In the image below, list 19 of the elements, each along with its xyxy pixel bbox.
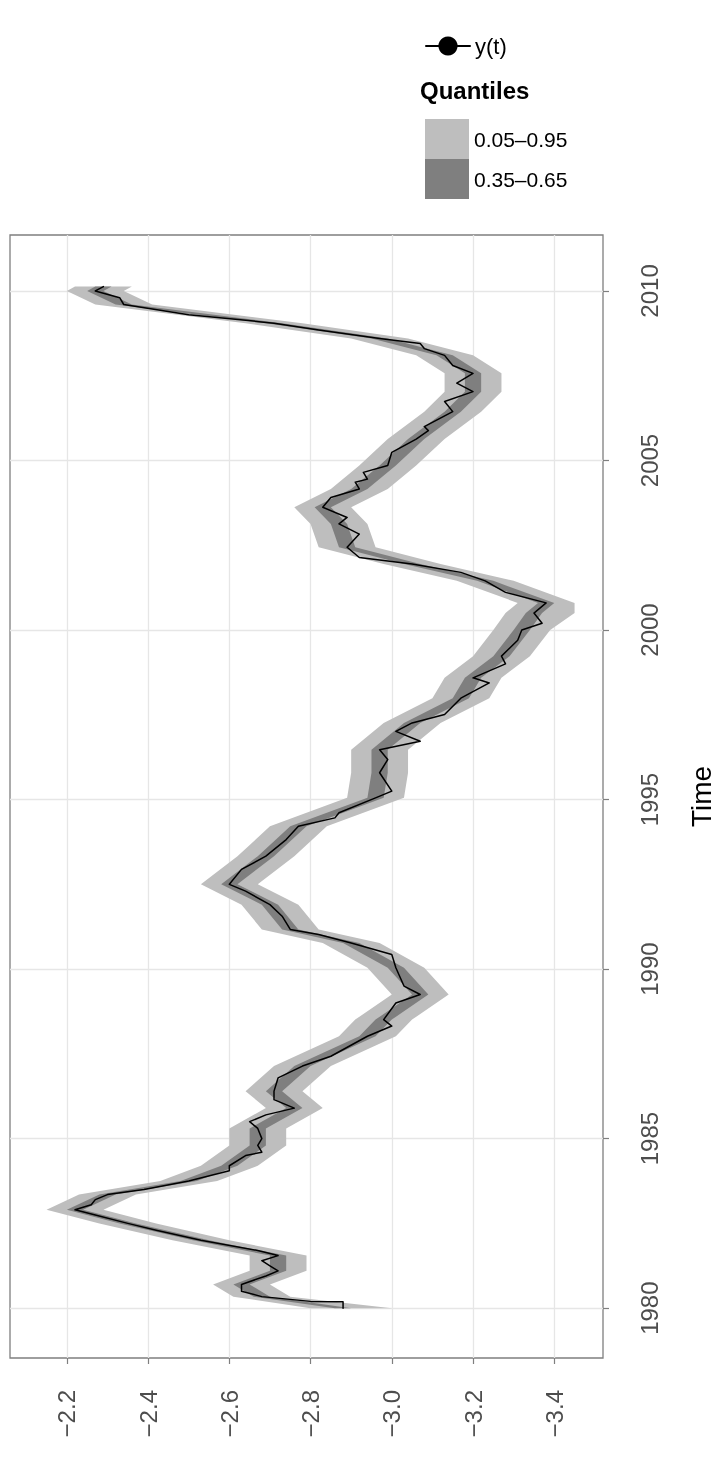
y-tick-label: 1990 [635, 942, 663, 996]
x-tick-label: −2.6 [215, 1390, 243, 1438]
legend-label: y(t) [475, 33, 507, 59]
y-tick-label: 2000 [635, 603, 663, 657]
x-tick-label: −3.4 [540, 1390, 568, 1438]
legend-title: Quantiles [420, 76, 530, 104]
y-tick-label: 2005 [635, 433, 663, 488]
x-tick-label: −2.4 [134, 1390, 162, 1438]
legend-label: 0.35–0.65 [474, 167, 568, 191]
x-tick-label: −2.2 [53, 1390, 81, 1438]
y-tick-label: 1995 [635, 772, 663, 827]
legend-label: 0.05–0.95 [474, 127, 568, 151]
x-tick-label: −3.0 [378, 1390, 406, 1438]
y-axis-title: Time [685, 765, 717, 828]
y-tick-label: 1980 [635, 1281, 663, 1335]
x-tick-label: −2.8 [297, 1390, 325, 1438]
x-tick-label: −3.2 [459, 1390, 487, 1438]
y-tick-label: 2010 [635, 264, 663, 318]
y-tick-label: 1985 [635, 1111, 663, 1166]
